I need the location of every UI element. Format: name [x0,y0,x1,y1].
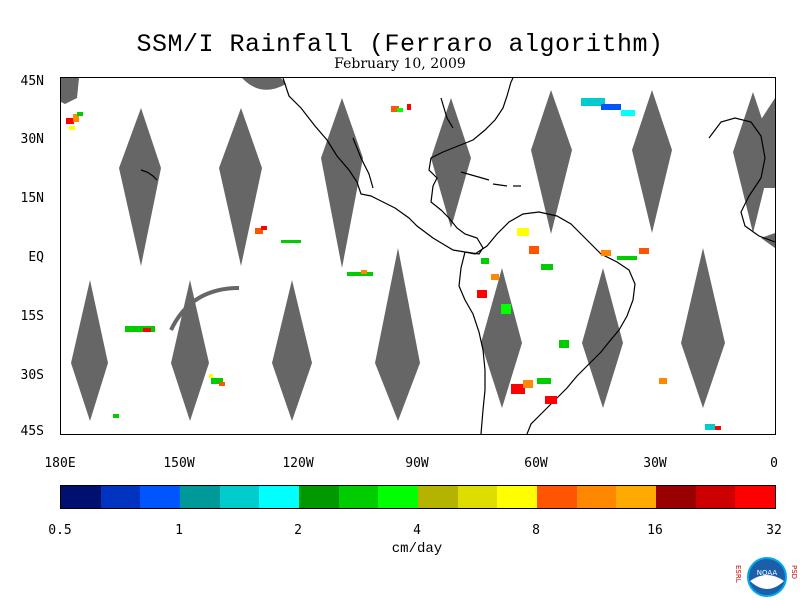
colorbar-tick-label: 8 [532,523,540,538]
lat-tick-label: 15S [20,309,44,324]
colorbar-swatch [616,486,657,508]
colorbar [60,485,776,509]
colorbar-swatch [338,486,379,508]
colorbar-swatch [100,486,141,508]
colorbar-swatch [656,486,696,508]
colorbar-tick-label: 2 [294,523,302,538]
coastlines [140,78,775,434]
swath-gap-arc [242,78,286,90]
map-title: SSM/I Rainfall (Ferraro algorithm) [136,30,664,59]
swath-gaps-south [71,248,725,421]
logo-left-text: ESRL [734,565,742,583]
gap-sliver [761,233,775,248]
lat-tick-label: 45N [20,74,44,89]
colorbar-swatch [219,486,260,508]
africa-coast-gap [736,98,775,188]
logo-right-text: PSD [790,565,798,579]
colorbar-swatch [537,486,577,508]
logo-center-text: NOAA [757,569,778,577]
colorbar-swatch [61,486,101,508]
swath-gap-arc [169,286,240,331]
lat-tick-label: 15N [20,191,44,206]
colorbar-tick-label: 4 [413,523,421,538]
colorbar-tick-label: 16 [647,523,663,538]
lat-tick-label: 30S [20,368,44,383]
colorbar-swatch [576,486,617,508]
lon-tick-label: 120W [282,456,314,471]
rainfall-map [60,77,776,435]
colorbar-tick-label: 1 [175,523,183,538]
colorbar-swatch [378,486,419,508]
lon-tick-label: 0 [770,456,778,471]
lat-tick-label: 30N [20,132,44,147]
colorbar-swatch [259,486,300,508]
colorbar-tick-label: 32 [766,523,782,538]
lat-tick-label: EQ [28,250,44,265]
map-date: February 10, 2009 [334,56,466,72]
lon-tick-label: 180E [44,456,76,471]
lat-tick-label: 45S [20,424,44,439]
lon-tick-label: 30W [643,456,667,471]
colorbar-swatch [735,486,776,508]
colorbar-swatch [140,486,181,508]
lon-tick-label: 60W [524,456,548,471]
colorbar-swatch [180,486,220,508]
colorbar-swatch [299,486,339,508]
noaa-logo: NOAA ESRL PSD [734,557,798,597]
colorbar-swatch [497,486,538,508]
map-canvas [61,78,775,434]
rain-patches [66,98,721,430]
colorbar-swatch [457,486,498,508]
lon-tick-label: 90W [405,456,429,471]
colorbar-units: cm/day [391,541,443,557]
swath-gap-corner [61,78,79,104]
colorbar-swatch [695,486,736,508]
colorbar-tick-label: 0.5 [48,523,72,538]
colorbar-swatch [418,486,458,508]
lon-tick-label: 150W [163,456,195,471]
